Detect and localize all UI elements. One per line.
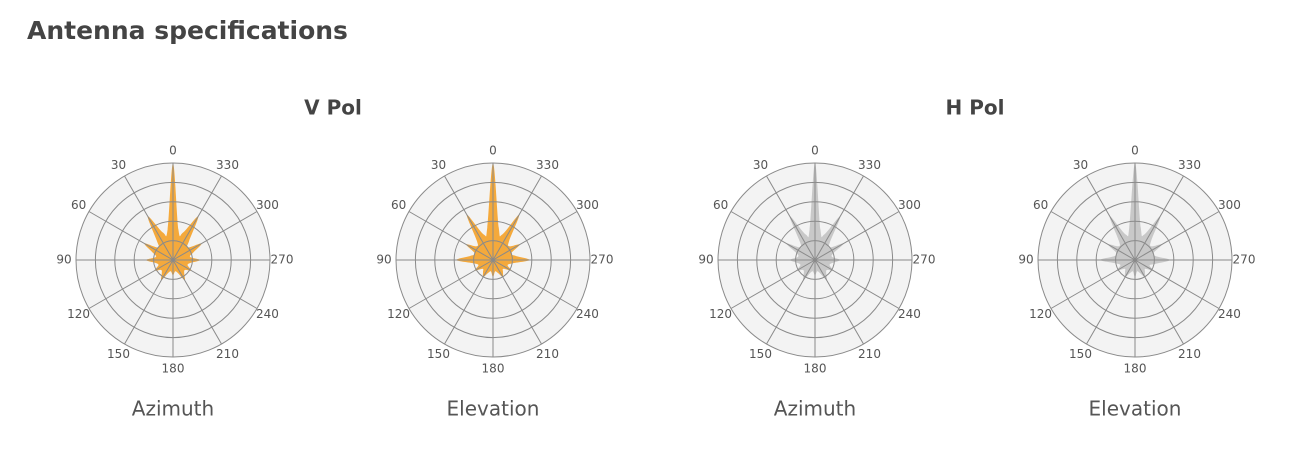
angle-label: 60 xyxy=(391,198,406,212)
chart-label: Azimuth xyxy=(132,397,214,421)
angle-label: 270 xyxy=(913,253,936,267)
angle-label: 270 xyxy=(271,253,294,267)
chart-label: Elevation xyxy=(1089,397,1182,421)
angle-label: 30 xyxy=(753,158,768,172)
spoke xyxy=(1050,211,1136,261)
angle-label: 120 xyxy=(709,307,732,321)
angle-label: 300 xyxy=(256,198,279,212)
angle-label: 120 xyxy=(387,307,410,321)
angle-label: 270 xyxy=(591,253,614,267)
group-title: V Pol xyxy=(304,96,362,120)
polar-chart: 0 30 60 90 120 150 180 210 240 270 300 330 Azimuth xyxy=(56,144,293,421)
spoke xyxy=(1050,259,1136,309)
spoke xyxy=(88,259,174,309)
angle-label: 30 xyxy=(1073,158,1088,172)
polar-chart: 0 30 60 90 120 150 180 210 240 270 300 330 Elevation xyxy=(1018,144,1255,421)
angle-label: 60 xyxy=(71,198,86,212)
chart-label: Azimuth xyxy=(774,397,856,421)
angle-label: 330 xyxy=(1178,158,1201,172)
angle-label: 210 xyxy=(536,347,559,361)
page-title: Antenna specifications xyxy=(27,16,348,45)
angle-label: 240 xyxy=(576,307,599,321)
angle-label: 0 xyxy=(489,144,497,158)
angle-label: 150 xyxy=(1069,347,1092,361)
angle-label: 300 xyxy=(576,198,599,212)
angle-label: 0 xyxy=(811,144,819,158)
spoke xyxy=(492,175,542,261)
angle-label: 300 xyxy=(1218,198,1241,212)
angle-label: 300 xyxy=(898,198,921,212)
spoke xyxy=(172,259,222,345)
spoke xyxy=(814,259,864,345)
angle-label: 0 xyxy=(169,144,177,158)
angle-label: 180 xyxy=(1124,362,1147,376)
angle-label: 210 xyxy=(216,347,239,361)
angle-label: 30 xyxy=(111,158,126,172)
spoke xyxy=(1134,175,1184,261)
spoke xyxy=(444,175,494,261)
angle-label: 180 xyxy=(162,362,185,376)
spoke xyxy=(766,259,816,345)
chart-label: Elevation xyxy=(447,397,540,421)
group-title: H Pol xyxy=(946,96,1005,120)
polar-chart: 0 30 60 90 120 150 180 210 240 270 300 330 Elevation xyxy=(376,144,613,421)
spoke xyxy=(1134,211,1220,261)
spoke xyxy=(814,259,900,309)
spoke xyxy=(1086,259,1136,345)
angle-label: 150 xyxy=(107,347,130,361)
spoke xyxy=(1134,259,1220,309)
spoke xyxy=(88,211,174,261)
spoke xyxy=(172,211,258,261)
spoke xyxy=(172,259,258,309)
spoke xyxy=(730,211,816,261)
angle-label: 210 xyxy=(1178,347,1201,361)
polar-chart: 0 30 60 90 120 150 180 210 240 270 300 330 Azimuth xyxy=(698,144,935,421)
spoke xyxy=(408,211,494,261)
angle-label: 330 xyxy=(536,158,559,172)
spoke xyxy=(730,259,816,309)
spoke xyxy=(766,175,816,261)
angle-label: 240 xyxy=(898,307,921,321)
spoke xyxy=(444,259,494,345)
angle-label: 60 xyxy=(1033,198,1048,212)
spoke xyxy=(1134,259,1184,345)
spoke xyxy=(814,211,900,261)
spoke xyxy=(492,259,578,309)
spoke xyxy=(124,175,174,261)
angle-label: 60 xyxy=(713,198,728,212)
angle-label: 90 xyxy=(376,253,391,267)
angle-label: 150 xyxy=(427,347,450,361)
angle-label: 330 xyxy=(216,158,239,172)
angle-label: 240 xyxy=(1218,307,1241,321)
spoke xyxy=(408,259,494,309)
angle-label: 240 xyxy=(256,307,279,321)
spoke xyxy=(1086,175,1136,261)
angle-label: 30 xyxy=(431,158,446,172)
angle-label: 150 xyxy=(749,347,772,361)
spoke xyxy=(124,259,174,345)
angle-label: 180 xyxy=(804,362,827,376)
angle-label: 120 xyxy=(1029,307,1052,321)
angle-label: 90 xyxy=(56,253,71,267)
spoke xyxy=(492,259,542,345)
angle-label: 330 xyxy=(858,158,881,172)
angle-label: 210 xyxy=(858,347,881,361)
angle-label: 270 xyxy=(1233,253,1256,267)
angle-label: 180 xyxy=(482,362,505,376)
angle-label: 120 xyxy=(67,307,90,321)
angle-label: 90 xyxy=(698,253,713,267)
spoke xyxy=(492,211,578,261)
angle-label: 90 xyxy=(1018,253,1033,267)
spoke xyxy=(172,175,222,261)
angle-label: 0 xyxy=(1131,144,1139,158)
spoke xyxy=(814,175,864,261)
